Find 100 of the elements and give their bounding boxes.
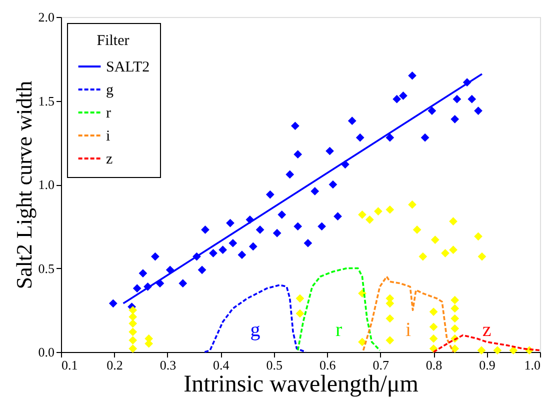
point — [108, 299, 118, 308]
x-tick-label: 1.0 — [524, 358, 540, 372]
point — [450, 314, 460, 323]
x-tick-label: 0.1 — [62, 358, 78, 372]
legend-label: SALT2 — [106, 60, 150, 76]
x-tick-label: 0.2 — [106, 358, 123, 372]
point — [386, 314, 394, 323]
point — [386, 205, 394, 214]
point — [429, 334, 438, 343]
point — [138, 269, 148, 278]
point — [266, 190, 274, 199]
point — [334, 212, 342, 221]
point — [429, 308, 438, 316]
point — [132, 284, 142, 293]
point — [226, 218, 234, 228]
point — [386, 336, 394, 344]
x-tick-label: 0.6 — [319, 358, 336, 372]
point — [248, 242, 258, 251]
y-axis-title: Salt2 Light curve width — [11, 80, 36, 290]
point — [441, 248, 450, 258]
point — [128, 336, 138, 344]
legend-label: g — [106, 82, 114, 98]
point — [474, 232, 482, 241]
point — [238, 250, 246, 260]
point — [420, 133, 430, 142]
point — [392, 94, 402, 104]
point — [468, 94, 476, 104]
point — [418, 252, 428, 261]
y-tick-label: 0.0 — [38, 344, 54, 360]
point — [218, 246, 227, 254]
point — [450, 304, 460, 313]
point — [310, 187, 320, 196]
point — [366, 215, 374, 224]
point — [286, 170, 294, 179]
point — [290, 122, 300, 130]
point — [408, 71, 416, 80]
point — [358, 210, 366, 219]
text: z — [482, 319, 492, 341]
point — [198, 266, 206, 274]
point — [128, 312, 138, 322]
point — [450, 296, 460, 304]
point — [449, 217, 458, 226]
point — [151, 252, 160, 261]
x-axis-title: Intrinsic wavelength/μm — [184, 372, 419, 398]
point — [430, 236, 440, 244]
point — [228, 238, 238, 248]
y-tick-label: 0.5 — [38, 260, 54, 276]
point — [450, 344, 460, 353]
point — [509, 346, 518, 355]
point — [272, 228, 282, 238]
x-tick-label: 0.4 — [213, 358, 230, 372]
text: r — [335, 319, 342, 341]
point — [296, 294, 304, 303]
point — [278, 210, 286, 219]
x-tick-label: 0.5 — [266, 358, 283, 372]
point — [374, 207, 382, 216]
y-tick-label: 2.0 — [38, 10, 54, 24]
x-tick-label: 0.8 — [426, 358, 442, 372]
point — [256, 226, 264, 234]
text: i — [405, 319, 412, 341]
legend-label: z — [106, 152, 113, 168]
point — [356, 133, 364, 142]
point — [209, 248, 218, 258]
point — [128, 306, 138, 314]
point — [450, 114, 460, 124]
point — [477, 346, 486, 355]
x-tick-label: 0.9 — [479, 358, 496, 372]
point — [304, 238, 312, 248]
point — [294, 150, 302, 159]
point — [412, 226, 422, 234]
y-tick-label: 1.0 — [38, 177, 54, 192]
point — [386, 133, 394, 142]
point — [326, 146, 334, 156]
point — [294, 222, 302, 231]
point — [452, 94, 462, 104]
legend-label: r — [106, 106, 111, 122]
line-series — [204, 284, 307, 353]
line-series — [296, 267, 381, 352]
x-tick-label: 0.7 — [372, 358, 390, 372]
point — [178, 279, 188, 288]
point — [428, 106, 436, 115]
point — [478, 252, 486, 261]
point — [449, 246, 458, 254]
legend-title: Filter — [96, 33, 130, 49]
point — [348, 116, 356, 126]
point — [318, 222, 326, 231]
point — [474, 106, 482, 115]
text: g — [250, 319, 260, 341]
x-tick-label: 0.3 — [160, 358, 176, 372]
point — [408, 200, 416, 209]
point — [128, 328, 138, 336]
point — [128, 319, 138, 328]
point — [201, 226, 210, 234]
point — [450, 324, 460, 333]
point — [128, 344, 138, 353]
point — [328, 180, 338, 189]
point — [493, 346, 502, 355]
point — [399, 92, 408, 100]
legend-label: i — [106, 128, 110, 144]
point — [296, 309, 304, 318]
